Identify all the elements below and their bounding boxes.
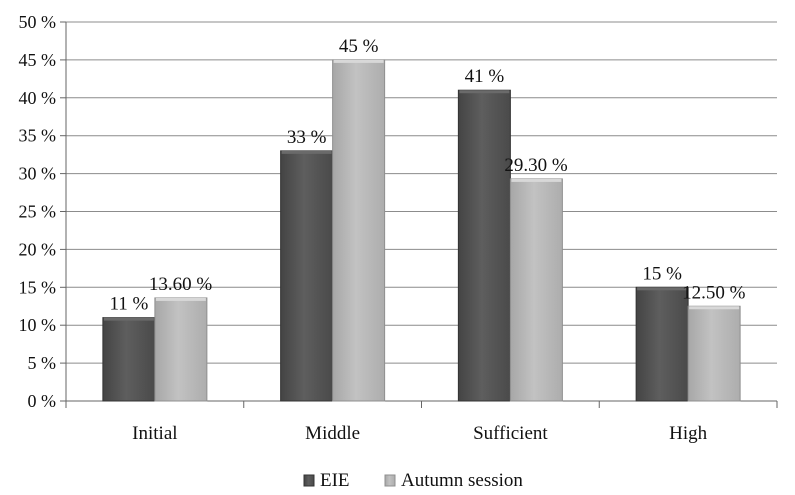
bars bbox=[102, 59, 741, 402]
data-label: 15 % bbox=[642, 263, 682, 284]
y-tick-label: 30 % bbox=[19, 164, 57, 184]
bar-eie bbox=[457, 89, 511, 402]
axes: 0 % 5 % 10 % 15 % 20 % 25 % 30 % 35 % 40 % 45 % 50… bbox=[19, 12, 778, 444]
bar-top-highlight bbox=[511, 178, 562, 182]
data-labels: 11 % 33 % 41 % 15 % 13.60 % 45 % 29.30 % 12.50 … bbox=[109, 36, 745, 315]
y-tick-label: 35 % bbox=[19, 126, 57, 146]
bar-autumn-session bbox=[332, 59, 386, 402]
bar-top-highlight bbox=[333, 59, 384, 63]
y-tick-label: 0 % bbox=[28, 391, 57, 411]
y-tick-label: 20 % bbox=[19, 239, 57, 259]
data-label: 29.30 % bbox=[504, 155, 568, 176]
bar-autumn-session bbox=[687, 305, 741, 402]
bar-eie bbox=[102, 317, 156, 402]
bar-eie bbox=[280, 150, 334, 402]
y-tick-label: 15 % bbox=[19, 277, 57, 297]
x-tick-label: High bbox=[669, 423, 708, 444]
bar-top-highlight bbox=[281, 150, 332, 154]
legend-label: EIE bbox=[320, 470, 350, 490]
y-tick-label: 50 % bbox=[19, 12, 57, 32]
data-label: 33 % bbox=[287, 127, 327, 148]
bar-eie bbox=[635, 286, 689, 402]
bar-top-highlight bbox=[689, 306, 740, 310]
data-label: 41 % bbox=[465, 66, 505, 87]
bar-top-highlight bbox=[103, 317, 154, 321]
data-label: 13.60 % bbox=[149, 274, 213, 295]
y-tick-label: 10 % bbox=[19, 315, 57, 335]
y-tick-label: 5 % bbox=[28, 353, 57, 373]
x-tick-label: Initial bbox=[132, 423, 177, 444]
x-tick-label: Sufficient bbox=[473, 423, 548, 444]
legend: EIE Autumn session bbox=[303, 470, 523, 491]
y-tick-label: 25 % bbox=[19, 202, 57, 222]
data-label: 45 % bbox=[339, 36, 379, 57]
bar-autumn-session bbox=[154, 297, 208, 402]
bar-top-highlight bbox=[459, 90, 510, 94]
y-tick-label: 40 % bbox=[19, 88, 57, 108]
bar-autumn-session bbox=[509, 178, 563, 402]
legend-swatch bbox=[384, 474, 396, 487]
bar-top-highlight bbox=[637, 287, 688, 291]
legend-label: Autumn session bbox=[401, 470, 523, 490]
data-label: 12.50 % bbox=[682, 282, 746, 303]
data-label: 11 % bbox=[109, 294, 148, 315]
y-tick-label: 45 % bbox=[19, 50, 57, 70]
bar-top-highlight bbox=[155, 297, 206, 301]
x-tick-label: Middle bbox=[305, 423, 360, 444]
legend-swatch bbox=[303, 474, 315, 487]
